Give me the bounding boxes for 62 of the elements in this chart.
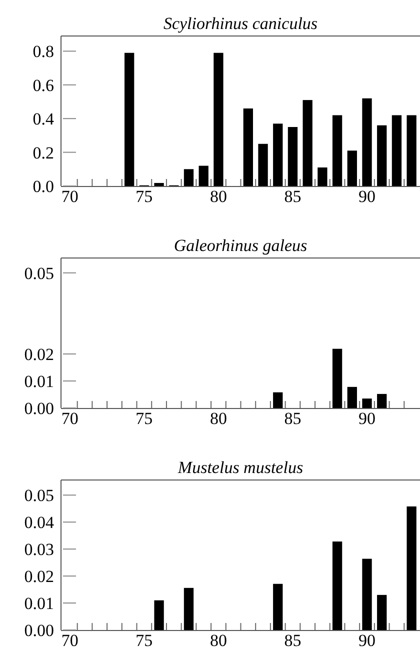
bar bbox=[214, 52, 224, 186]
bar bbox=[362, 98, 372, 186]
bar bbox=[302, 100, 312, 186]
bar bbox=[154, 600, 164, 630]
x-tick-label: 80 bbox=[210, 409, 227, 428]
bar bbox=[198, 166, 208, 186]
bar bbox=[377, 594, 387, 630]
bar bbox=[273, 392, 283, 408]
bar bbox=[154, 182, 164, 186]
x-tick-label: 80 bbox=[210, 187, 227, 206]
bar bbox=[184, 588, 194, 630]
bar bbox=[377, 394, 387, 408]
x-tick-label: 70 bbox=[61, 187, 78, 206]
bar bbox=[332, 348, 342, 408]
y-tick-label: 0.02 bbox=[24, 344, 54, 364]
y-tick-label: 0.00 bbox=[24, 399, 54, 418]
x-tick-label: 85 bbox=[284, 409, 302, 428]
y-tick-label: 0.02 bbox=[24, 567, 54, 586]
y-tick-label: 0.05 bbox=[24, 486, 54, 506]
bar bbox=[347, 386, 357, 408]
x-tick-label: 75 bbox=[136, 409, 153, 428]
y-tick-label: 0.04 bbox=[24, 513, 54, 532]
x-tick-label: 90 bbox=[358, 187, 376, 206]
bar bbox=[184, 169, 194, 186]
bar bbox=[258, 144, 268, 186]
y-tick-label: 0.00 bbox=[24, 621, 54, 640]
x-tick-label: 70 bbox=[61, 631, 78, 650]
bar bbox=[347, 150, 357, 186]
x-tick-label: 70 bbox=[61, 409, 78, 428]
bar bbox=[406, 115, 416, 186]
bar bbox=[406, 506, 416, 630]
bar bbox=[377, 125, 387, 186]
y-tick-label: 0.05 bbox=[24, 264, 54, 283]
bar bbox=[273, 124, 283, 186]
bar bbox=[332, 115, 342, 186]
x-tick-label: 85 bbox=[284, 631, 302, 650]
bar bbox=[362, 558, 372, 630]
y-tick-label: 0.03 bbox=[24, 540, 54, 560]
bar bbox=[124, 52, 134, 186]
y-tick-label: 0.4 bbox=[32, 110, 54, 129]
x-tick-label: 80 bbox=[210, 631, 227, 650]
y-tick-label: 0.01 bbox=[24, 372, 54, 391]
y-tick-label: 0.0 bbox=[32, 177, 54, 196]
x-tick-label: 75 bbox=[136, 187, 153, 206]
y-tick-label: 0.01 bbox=[24, 594, 54, 614]
chart-title: Mustelus mustelus bbox=[176, 458, 304, 477]
bar bbox=[332, 542, 342, 630]
x-tick-label: 90 bbox=[358, 631, 376, 650]
bar bbox=[392, 115, 402, 186]
bar bbox=[243, 108, 253, 186]
y-tick-label: 0.2 bbox=[32, 143, 54, 162]
bar bbox=[318, 167, 328, 186]
chart-title: Galeorhinus galeus bbox=[174, 236, 308, 255]
chart-title: Scyliorhinus caniculus bbox=[163, 14, 318, 33]
x-tick-label: 85 bbox=[284, 187, 302, 206]
x-tick-label: 75 bbox=[136, 631, 153, 650]
y-tick-label: 0.8 bbox=[32, 42, 54, 62]
x-tick-label: 90 bbox=[358, 409, 376, 428]
bar bbox=[288, 127, 298, 186]
bar bbox=[273, 584, 283, 630]
bar bbox=[362, 398, 372, 408]
y-tick-label: 0.6 bbox=[32, 76, 54, 95]
